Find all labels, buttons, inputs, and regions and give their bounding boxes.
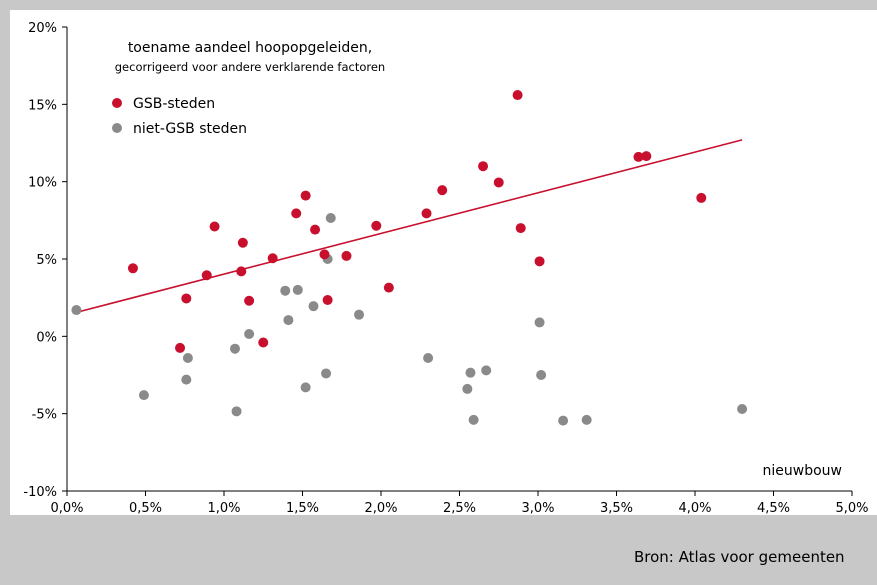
y-tick-label: -10%: [23, 485, 57, 500]
niet-gsb-point: [321, 368, 331, 378]
x-tick-label: 1,5%: [286, 501, 319, 515]
gsb-point: [535, 256, 545, 266]
niet-gsb-point: [71, 305, 81, 315]
niet-gsb-point: [535, 317, 545, 327]
gsb-point: [422, 208, 432, 218]
gsb-point: [641, 151, 651, 161]
chart-texts: toename aandeel hoopopgeleiden, gecorrige…: [112, 40, 842, 479]
x-tick-label: 3,5%: [600, 501, 633, 515]
niet-gsb-point: [469, 415, 479, 425]
x-tick-label: 4,0%: [678, 501, 711, 515]
chart-subtitle: gecorrigeerd voor andere verklarende fac…: [115, 60, 385, 74]
niet-gsb-point: [326, 213, 336, 223]
gsb-point: [291, 208, 301, 218]
niet-gsb-point: [181, 375, 191, 385]
gsb-point: [210, 222, 220, 232]
legend-marker: [112, 98, 122, 108]
gsb-point: [384, 283, 394, 293]
niet-gsb-point: [354, 310, 364, 320]
niet-gsb-point: [465, 368, 475, 378]
y-tick-label: -5%: [32, 408, 57, 423]
gsb-point: [494, 177, 504, 187]
niet-gsb-point: [280, 286, 290, 296]
gsb-point: [513, 90, 523, 100]
gsb-point: [202, 270, 212, 280]
gsb-point: [319, 249, 329, 259]
niet-gsb-point: [423, 353, 433, 363]
chart-title: toename aandeel hoopopgeleiden,: [128, 40, 372, 56]
y-tick-label: 10%: [28, 176, 57, 191]
niet-gsb-point: [536, 370, 546, 380]
y-tick-label: 0%: [36, 330, 57, 345]
scatter-chart: -10% -5% 0% 5% 10% 15% 20% 0,0% 0,5% 1,0% 1,5% 2,0%…: [10, 10, 877, 515]
niet-gsb-point: [244, 329, 254, 339]
x-tick-label: 0,0%: [50, 501, 83, 515]
gsb-point: [323, 295, 333, 305]
niet-gsb-point: [737, 404, 747, 414]
x-tick-label: 2,5%: [443, 501, 476, 515]
gsb-point: [258, 338, 268, 348]
niet-gsb-point: [230, 344, 240, 354]
x-axis-label: nieuwbouw: [763, 463, 842, 479]
legend-marker: [112, 123, 122, 133]
gsb-point: [236, 266, 246, 276]
x-tick-label: 0,5%: [129, 501, 162, 515]
gsb-point: [696, 193, 706, 203]
y-tick-label: 5%: [36, 253, 57, 268]
niet-gsb-point: [283, 315, 293, 325]
niet-gsb-point: [582, 415, 592, 425]
y-tick-label: 20%: [28, 21, 57, 36]
trendline: [76, 140, 742, 312]
gsb-point: [516, 223, 526, 233]
gsb-point: [437, 185, 447, 195]
gsb-point: [181, 293, 191, 303]
x-tick-label: 2,0%: [364, 501, 397, 515]
gsb-point: [244, 296, 254, 306]
source-credit: Bron: Atlas voor gemeenten: [634, 548, 845, 566]
gsb-point: [341, 251, 351, 261]
gsb-point: [268, 253, 278, 263]
niet-gsb-point: [462, 384, 472, 394]
y-tick-label: 15%: [28, 98, 57, 113]
legend-label: niet-GSB steden: [133, 121, 247, 137]
gsb-point: [238, 238, 248, 248]
niet-gsb-point: [183, 353, 193, 363]
gsb-point: [478, 161, 488, 171]
niet-gsb-point: [558, 416, 568, 426]
x-tick-label: 1,0%: [207, 501, 240, 515]
gsb-point: [128, 263, 138, 273]
x-tick-label: 4,5%: [757, 501, 790, 515]
gsb-point: [371, 221, 381, 231]
niet-gsb-point: [481, 365, 491, 375]
gsb-point: [301, 191, 311, 201]
niet-gsb-point: [139, 390, 149, 400]
gsb-point: [175, 343, 185, 353]
x-tick-label: 3,0%: [521, 501, 554, 515]
legend-label: GSB-steden: [133, 96, 215, 112]
x-tick-label: 5,0%: [835, 501, 868, 515]
points-group: [71, 90, 747, 426]
niet-gsb-point: [301, 382, 311, 392]
niet-gsb-point: [293, 285, 303, 295]
niet-gsb-point: [308, 301, 318, 311]
trendline-group: [76, 140, 742, 312]
niet-gsb-point: [232, 406, 242, 416]
chart-panel: -10% -5% 0% 5% 10% 15% 20% 0,0% 0,5% 1,0% 1,5% 2,0%…: [10, 10, 877, 515]
gsb-point: [310, 225, 320, 235]
